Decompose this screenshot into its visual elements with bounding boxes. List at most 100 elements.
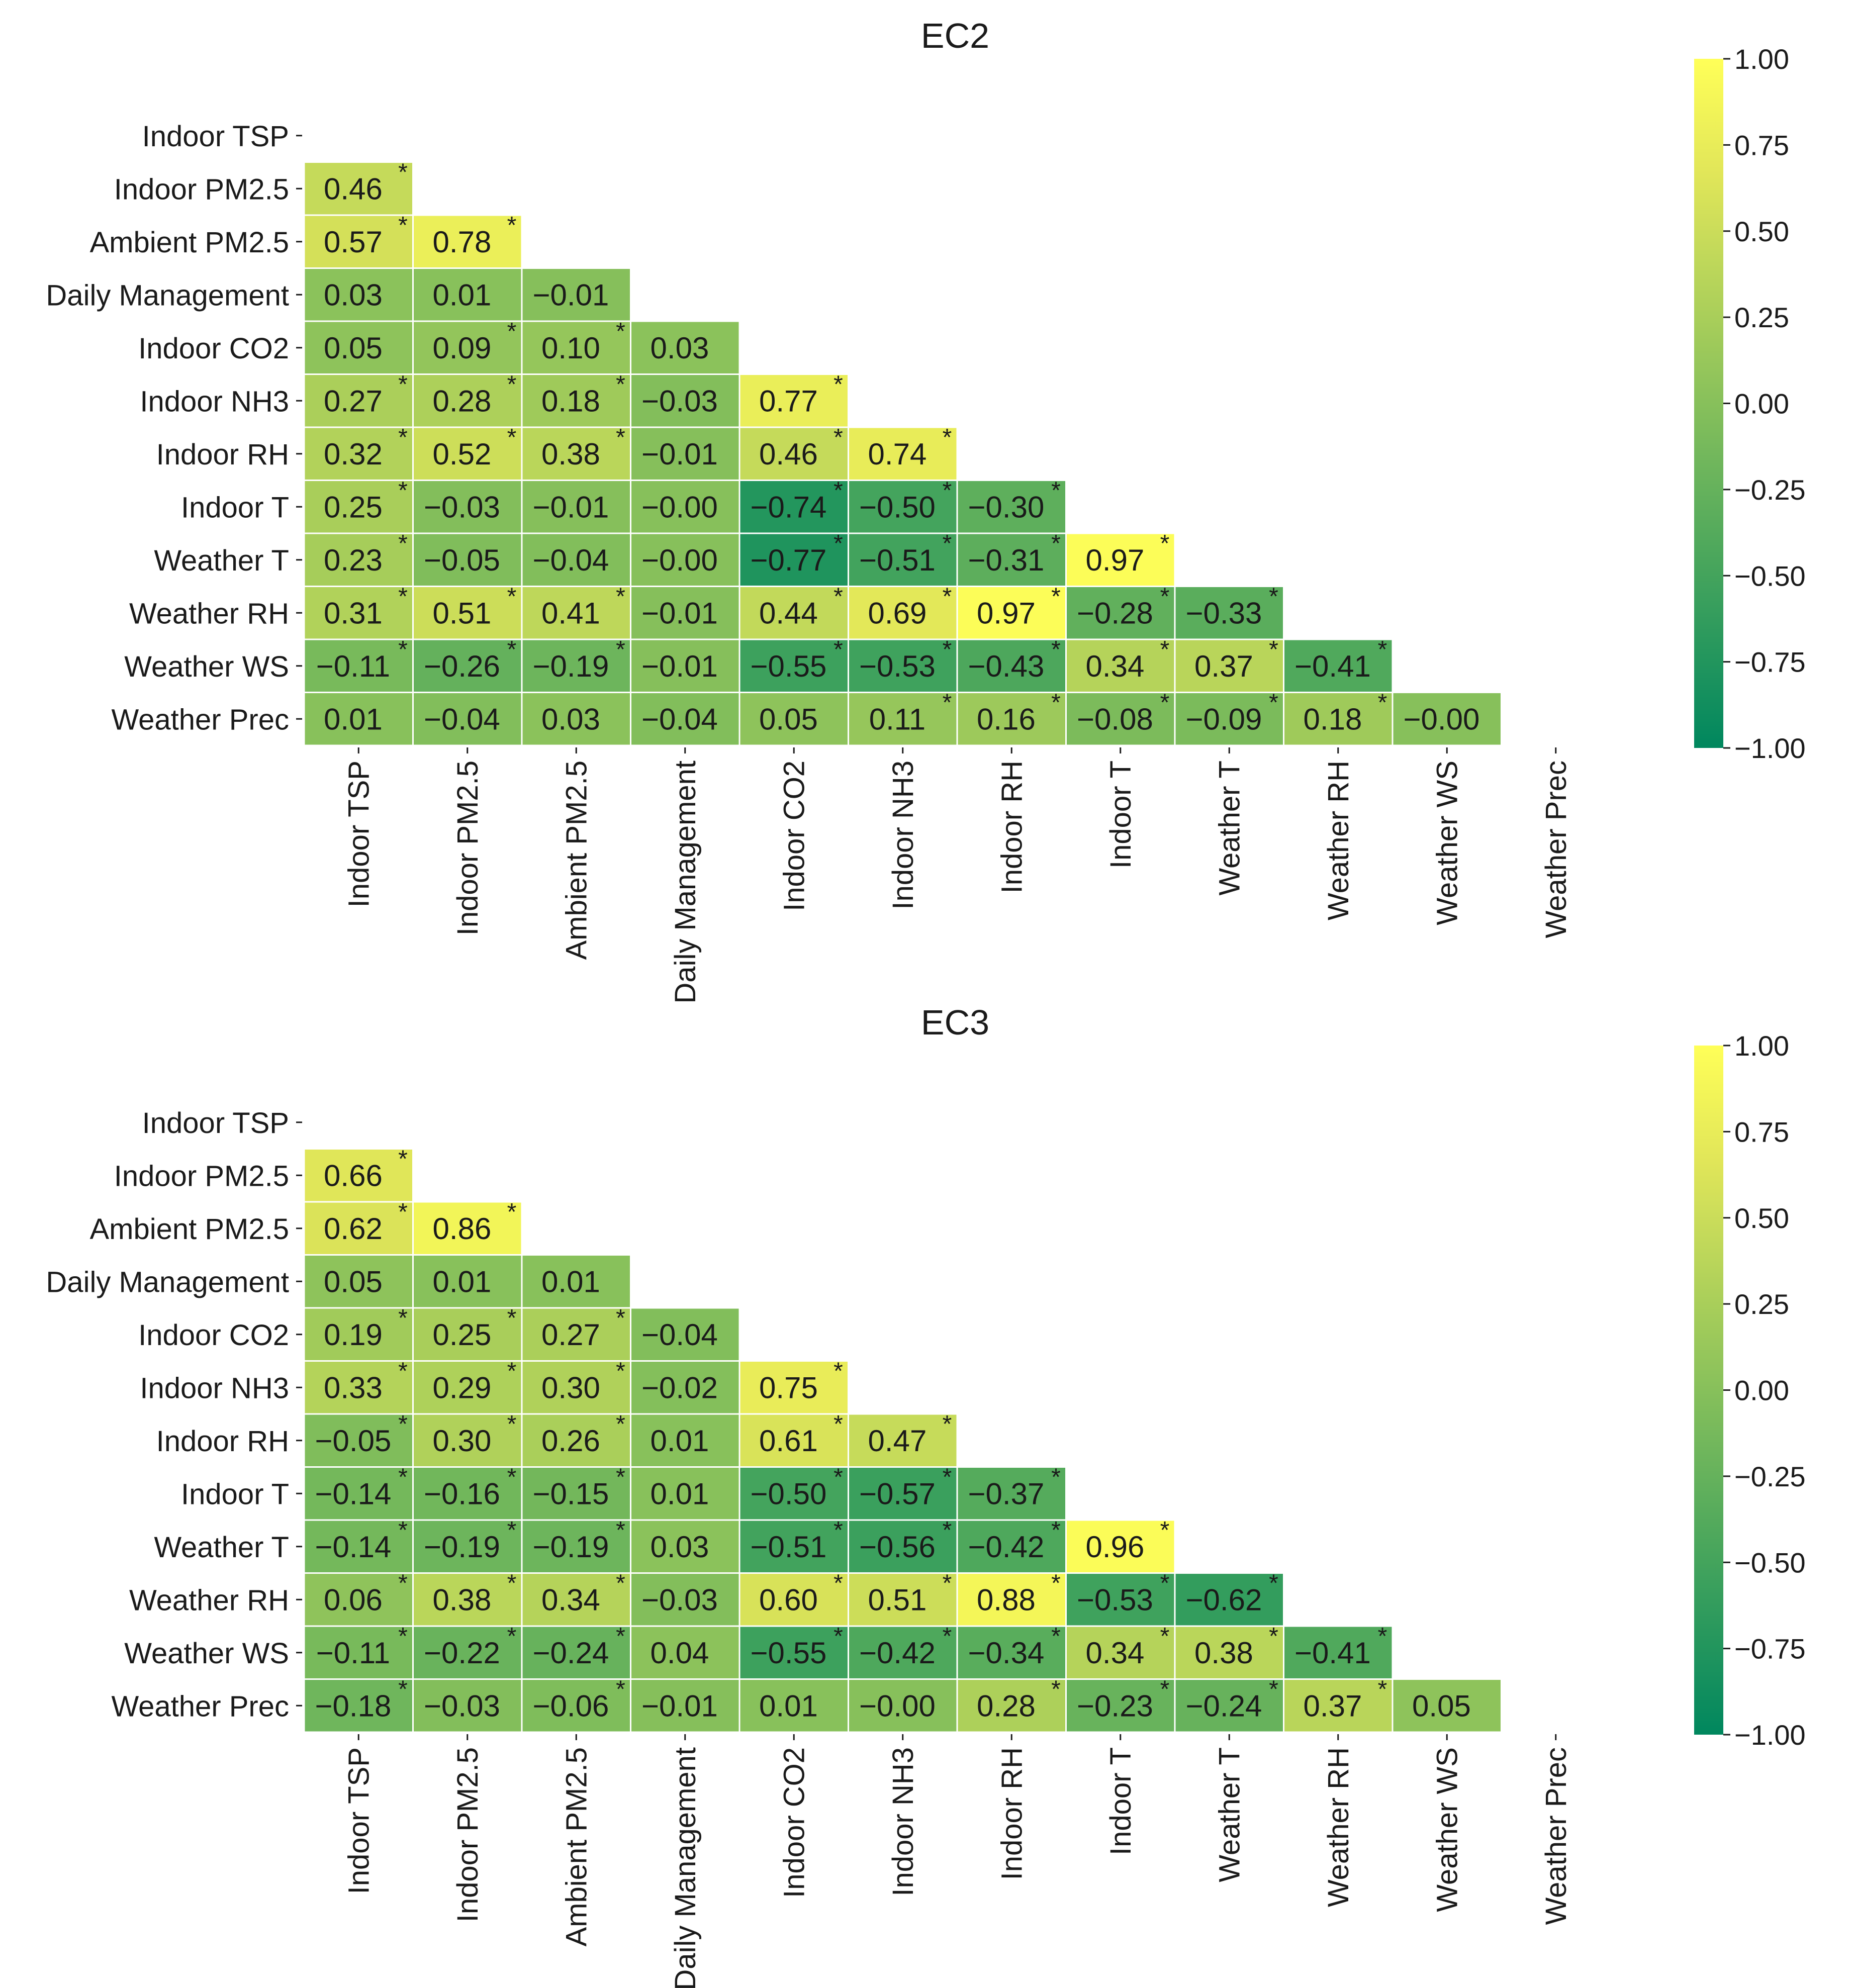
heatmap-cell — [412, 320, 523, 375]
significance-star: * — [1160, 584, 1170, 610]
significance-star: * — [616, 371, 625, 398]
heatmap-cell — [303, 1413, 414, 1468]
cell-value: 0.69 — [868, 596, 927, 630]
cell-value: 0.05 — [759, 702, 818, 736]
heatmap-cell — [1065, 532, 1176, 587]
significance-star: * — [398, 212, 408, 239]
x-tick-label: Weather RH — [1322, 1747, 1355, 1907]
significance-star: * — [943, 690, 952, 716]
heatmap-cell — [412, 480, 523, 534]
heatmap-cell — [1392, 1678, 1502, 1733]
colorbar-tick-label: 0.00 — [1734, 388, 1789, 420]
y-tick-label: Weather Prec — [111, 1690, 289, 1723]
cell-value: 0.41 — [541, 596, 600, 630]
heatmap-cell — [1174, 586, 1284, 640]
colorbar-tick-label: −0.75 — [1734, 646, 1806, 678]
cell-value: 0.25 — [433, 1318, 492, 1352]
significance-star: * — [1051, 584, 1061, 610]
cell-value: −0.23 — [1077, 1689, 1153, 1723]
cell-value: 0.28 — [433, 384, 492, 418]
significance-star: * — [616, 424, 625, 451]
heatmap-cell — [521, 1678, 631, 1733]
significance-star: * — [398, 636, 408, 663]
significance-star: * — [507, 212, 517, 239]
heatmap-cell — [303, 532, 414, 587]
significance-star: * — [507, 424, 517, 451]
y-tick-label: Weather T — [154, 1531, 289, 1564]
heatmap-cell — [521, 1413, 631, 1468]
cell-value: 0.18 — [541, 384, 600, 418]
heatmap-cell — [956, 480, 1067, 534]
cell-value: 0.11 — [869, 702, 925, 736]
y-tick-label: Weather T — [154, 544, 289, 577]
heatmap-cell — [412, 1519, 523, 1574]
x-tick-label: Indoor RH — [995, 761, 1028, 893]
significance-star: * — [616, 1570, 625, 1597]
y-tick-label: Indoor CO2 — [138, 1319, 289, 1352]
cell-value: 0.78 — [433, 225, 492, 259]
significance-star: * — [507, 1517, 517, 1544]
heatmap-cell — [956, 692, 1067, 746]
heatmap-cell — [1392, 692, 1502, 746]
colorbar-tick-label: 0.25 — [1734, 302, 1789, 333]
cell-value: −0.08 — [1077, 702, 1153, 736]
x-tick-label: Weather T — [1213, 761, 1246, 896]
cell-value: −0.19 — [533, 1530, 609, 1564]
significance-star: * — [507, 1358, 517, 1385]
significance-star: * — [1378, 1676, 1387, 1703]
cell-value: −0.14 — [315, 1530, 392, 1564]
heatmap-cell — [630, 692, 740, 746]
cell-value: −0.06 — [533, 1689, 609, 1723]
heatmap-cell — [1283, 1625, 1394, 1680]
cell-value: −0.09 — [1186, 702, 1262, 736]
heatmap-cell — [848, 1519, 958, 1574]
cell-value: −0.01 — [533, 278, 609, 312]
heatmap-cell — [1065, 1678, 1176, 1733]
cell-value: −0.05 — [315, 1424, 392, 1458]
x-tick-label: Indoor TSP — [342, 761, 375, 907]
heatmap-cell — [412, 1254, 523, 1309]
heatmap-ec3: EC3 0.66 * 0.62 * 0.86 * 0.05 0.01 0.01 0.19 * 0.25 *… — [46, 1003, 1805, 1988]
heatmap-cell — [1283, 638, 1394, 693]
heatmap-cell — [738, 426, 849, 481]
cell-value: −0.30 — [968, 490, 1045, 524]
significance-star: * — [1160, 690, 1170, 716]
y-tick-label: Daily Management — [46, 1266, 289, 1298]
colorbar-tick-label: 0.00 — [1734, 1375, 1789, 1406]
heatmap-cell — [630, 426, 740, 481]
significance-star: * — [943, 636, 952, 663]
x-tick-label: Indoor T — [1104, 1747, 1137, 1855]
cell-value: 0.03 — [651, 331, 709, 365]
colorbar — [1694, 59, 1723, 748]
heatmap-cell — [848, 638, 958, 693]
heatmap-cell — [412, 692, 523, 746]
significance-star: * — [616, 1676, 625, 1703]
x-tick-label: Ambient PM2.5 — [560, 1747, 593, 1947]
significance-star: * — [1378, 636, 1387, 663]
y-tick-label: Weather WS — [124, 1637, 289, 1670]
cell-value: 0.10 — [541, 331, 600, 365]
significance-star: * — [1269, 1570, 1278, 1597]
y-tick-label: Indoor NH3 — [140, 385, 289, 418]
cell-value: 0.51 — [868, 1583, 927, 1617]
heatmap-cell — [521, 1466, 631, 1521]
y-tick-label: Indoor T — [181, 491, 289, 524]
heatmap-cell — [1174, 1678, 1284, 1733]
colorbar-tick-label: 0.50 — [1734, 216, 1789, 247]
cell-value: 0.18 — [1304, 702, 1362, 736]
cell-value: −0.05 — [424, 543, 500, 577]
cell-value: −0.50 — [859, 490, 936, 524]
cell-value: 0.34 — [1086, 649, 1145, 683]
heatmap-cell — [630, 320, 740, 375]
significance-star: * — [616, 1358, 625, 1385]
cell-value: 0.27 — [541, 1318, 600, 1352]
heatmap-cell — [1283, 1678, 1394, 1733]
cell-value: −0.55 — [751, 1636, 827, 1670]
significance-star: * — [398, 1570, 408, 1597]
cell-value: 0.77 — [759, 384, 818, 418]
colorbar-tick-label: 1.00 — [1734, 43, 1789, 75]
significance-star: * — [1051, 478, 1061, 504]
cell-value: −0.51 — [751, 1530, 827, 1564]
cell-value: 0.47 — [868, 1424, 927, 1458]
cell-value: 0.01 — [651, 1477, 709, 1510]
